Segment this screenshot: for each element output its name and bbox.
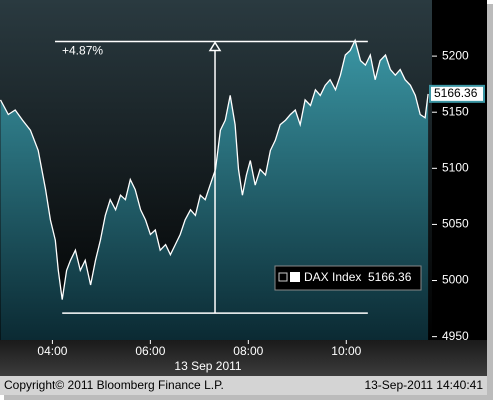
x-tick-label: 06:00: [135, 344, 165, 358]
legend-value: 5166.36: [368, 270, 412, 284]
last-value-box: [429, 84, 485, 103]
legend-swatch: [290, 272, 300, 282]
y-axis-panel: [432, 0, 487, 340]
x-tick-label: 08:00: [233, 344, 263, 358]
shadow: [487, 4, 493, 398]
y-tick-label: 4950: [442, 329, 469, 343]
x-tick-label: 04:00: [37, 344, 67, 358]
last-value-label: 5166.36: [434, 86, 478, 100]
y-tick-label: 5200: [442, 48, 469, 62]
arrow-head: [208, 41, 222, 52]
y-tick-label: 5050: [442, 217, 469, 231]
date-label: 13 Sep 2011: [174, 359, 241, 373]
line: [0, 38, 429, 300]
y-tick-label: 5000: [442, 273, 469, 287]
x-tick-label: 10:00: [331, 344, 361, 358]
shadow: [4, 395, 493, 400]
change-label: +4.87%: [62, 44, 103, 58]
footer: [0, 376, 487, 395]
legend-name: DAX Index: [304, 270, 361, 284]
legend-icon: [278, 272, 288, 282]
footer-left: Copyright© 2011 Bloomberg Finance L.P.: [4, 378, 224, 392]
y-tick-label: 5150: [442, 104, 469, 118]
x-axis-panel: [0, 340, 487, 376]
y-tick-label: 5100: [442, 160, 469, 174]
footer-right: 13-Sep-2011 14:40:41: [364, 378, 483, 392]
